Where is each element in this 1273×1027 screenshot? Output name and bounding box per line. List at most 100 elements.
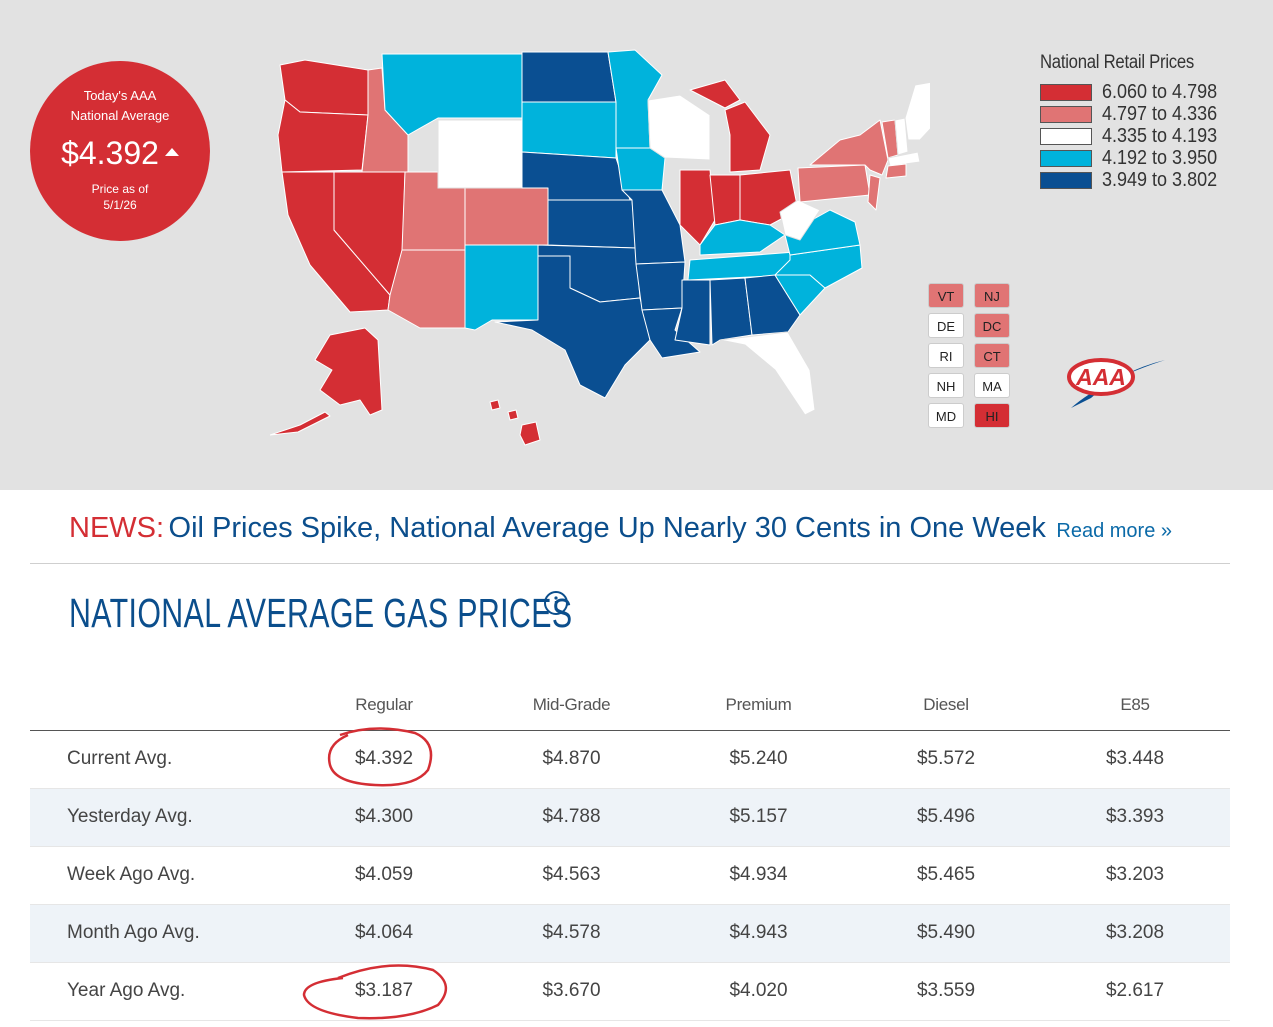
read-more-link[interactable]: Read more » [1056,520,1172,542]
row-label: Week Ago Avg. [30,846,290,905]
cell-mid-grade: $3.670 [478,962,665,1021]
header-mid-grade: Mid-Grade [478,680,665,731]
state-ar[interactable] [635,261,686,311]
small-state-nj[interactable]: NJ [974,283,1010,308]
legend-swatch [1040,84,1092,101]
us-states-map[interactable] [270,40,930,460]
header-premium: Premium [665,680,852,731]
state-ms[interactable] [674,279,711,346]
news-headline[interactable]: Oil Prices Spike, National Average Up Ne… [168,512,1046,544]
info-icon[interactable] [543,590,569,616]
price-legend: National Retail Prices 6.060 to 4.798 4.7… [1040,52,1218,191]
national-average-badge: Today's AAA National Average $4.392 Pric… [30,61,210,241]
small-state-ri[interactable]: RI [928,343,964,368]
section-title: NATIONAL AVERAGE GAS PRICES [69,590,573,636]
state-ks[interactable] [547,199,637,249]
state-ky[interactable] [699,219,786,256]
small-state-vt[interactable]: VT [928,283,964,308]
cell-diesel: $5.572 [852,730,1040,789]
table-row: Year Ago Avg. $3.187 $3.670 $4.020 $3.55… [30,962,1230,1021]
legend-range-label: 4.797 to 4.336 [1102,103,1218,125]
small-state-hi[interactable]: HI [974,403,1010,428]
cell-diesel: $3.559 [852,962,1040,1021]
cell-mid-grade: $4.563 [478,846,665,905]
state-al[interactable] [709,277,753,346]
header-regular: Regular [290,680,478,731]
table-row: Week Ago Avg. $4.059 $4.563 $4.934 $5.46… [30,846,1230,905]
small-state-ct[interactable]: CT [974,343,1010,368]
cell-diesel: $5.465 [852,846,1040,905]
cell-e85: $3.203 [1040,846,1230,905]
legend-row: 4.192 to 3.950 [1040,147,1218,169]
state-ga[interactable] [744,274,801,336]
legend-row: 4.797 to 4.336 [1040,103,1218,125]
legend-range-label: 6.060 to 4.798 [1102,81,1218,103]
logo-text: AAA [1075,364,1126,390]
divider [30,563,1230,564]
legend-row: 6.060 to 4.798 [1040,81,1218,103]
cell-mid-grade: $4.870 [478,730,665,789]
state-nh[interactable] [894,117,909,156]
state-wi[interactable] [647,94,711,161]
state-nd[interactable] [521,51,617,103]
state-va[interactable] [784,209,861,256]
legend-swatch [1040,150,1092,167]
state-mi[interactable] [689,79,771,173]
cell-e85: $3.208 [1040,904,1230,963]
state-sd[interactable] [521,101,617,159]
small-state-de[interactable]: DE [928,313,964,338]
state-az[interactable] [387,249,466,329]
legend-swatch [1040,106,1092,123]
cell-e85: $3.393 [1040,788,1230,847]
table-header-row: Regular Mid-Grade Premium Diesel E85 [30,680,1230,731]
cell-diesel: $5.490 [852,904,1040,963]
state-tx[interactable] [494,255,651,399]
state-me[interactable] [904,81,930,141]
cell-regular: $4.392 [290,730,478,789]
news-label: NEWS: [69,512,165,544]
price-as-of-date: 5/1/26 [103,198,137,212]
state-ia[interactable] [615,147,666,191]
state-nm[interactable] [464,244,539,331]
row-label: Month Ago Avg. [30,904,290,963]
small-state-nh[interactable]: NH [928,373,964,398]
trend-up-icon [164,147,179,156]
row-label: Current Avg. [30,730,290,789]
legend-range-label: 4.192 to 3.950 [1102,147,1218,169]
header-blank [30,680,290,731]
cell-premium: $4.020 [665,962,852,1021]
state-nc[interactable] [774,244,863,289]
national-average-price: $4.392 [30,133,210,173]
cell-regular: $4.064 [290,904,478,963]
state-in[interactable] [709,174,741,226]
legend-range-label: 3.949 to 3.802 [1102,169,1218,191]
state-co[interactable] [464,187,549,246]
state-il[interactable] [679,169,716,246]
price-as-of-label: Price as of [91,182,149,196]
state-id[interactable] [361,67,409,173]
price-map-section: Today's AAA National Average $4.392 Pric… [0,0,1273,490]
state-ak[interactable] [314,327,383,416]
state-wv[interactable] [779,199,821,241]
logo-oval [1067,358,1135,396]
small-state-md[interactable]: MD [928,403,964,428]
aaa-logo: AAA [1067,358,1165,408]
state-fl[interactable] [719,331,816,416]
small-state-dc[interactable]: DC [974,313,1010,338]
state-ma[interactable] [887,151,921,167]
small-state-ma[interactable]: MA [974,373,1010,398]
state-ak-islands [270,411,331,436]
state-pa[interactable] [797,164,871,203]
legend-row: 4.335 to 4.193 [1040,126,1217,147]
news-banner: NEWS: Oil Prices Spike, National Average… [69,512,1172,545]
state-wy[interactable] [437,119,523,189]
row-label: Yesterday Avg. [30,788,290,847]
state-hi[interactable] [489,399,541,446]
state-ct[interactable] [885,163,907,179]
state-nj[interactable] [867,174,881,211]
cell-premium: $5.240 [665,730,852,789]
cell-regular: $3.187 [290,962,478,1021]
cell-premium: $4.934 [665,846,852,905]
legend-swatch [1040,128,1092,145]
cell-e85: $2.617 [1040,962,1230,1021]
